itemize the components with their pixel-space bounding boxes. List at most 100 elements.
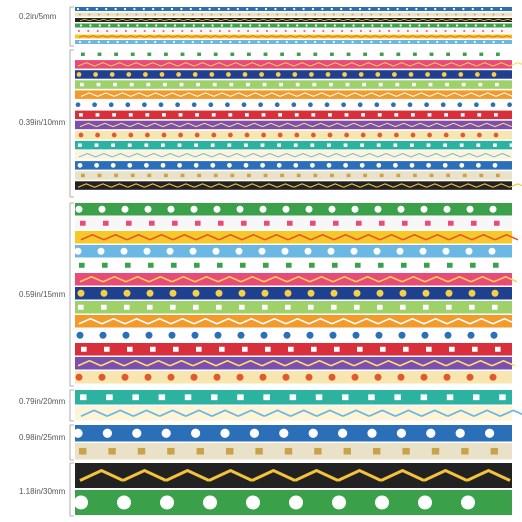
tape-mark [219, 30, 221, 32]
tape-dot [189, 247, 197, 255]
tape-mark [95, 113, 100, 117]
tape-mark [363, 173, 368, 178]
tape-mark [408, 13, 410, 16]
tape-dot [133, 7, 136, 11]
tape-zigzag [377, 317, 402, 325]
tape-zigzag [363, 92, 380, 97]
tape-mark [79, 447, 87, 455]
tape-dot [190, 205, 198, 213]
tape-dot [166, 247, 174, 255]
tape-strip [75, 130, 512, 140]
tape-mark [201, 13, 203, 16]
tape-zigzag [97, 92, 115, 97]
tape-mark [113, 82, 118, 87]
tape-zigzag [355, 275, 380, 283]
tape-mark [403, 346, 409, 352]
tape-zigzag [323, 35, 333, 38]
tape-strip [75, 120, 512, 130]
tape-zigzag [476, 62, 494, 67]
tape-dot [330, 289, 338, 297]
tape-zigzag [380, 468, 425, 482]
tape-strip [75, 29, 512, 33]
tape-mark [116, 13, 119, 16]
tape-dot [387, 7, 390, 11]
tape-mark [413, 52, 417, 56]
tape-zigzag [327, 152, 345, 158]
tape-zigzag [446, 317, 471, 325]
tape-dot [161, 428, 171, 438]
tape-dot [144, 40, 147, 44]
tape-dot [399, 289, 407, 297]
tape-mark [147, 173, 152, 178]
tape-dot [426, 40, 429, 44]
tape-dot [426, 162, 431, 168]
tape-zigzag [436, 35, 446, 38]
tape-mark [379, 173, 384, 178]
tape-mark [284, 30, 287, 32]
tape-dot [180, 7, 183, 11]
tape-mark [482, 30, 484, 32]
tape-dot [244, 132, 250, 138]
tape-dot [110, 162, 116, 168]
tape-dot [294, 132, 300, 138]
tape-dot [491, 72, 497, 77]
tape-strip [75, 406, 512, 421]
tape-zigzag [195, 152, 212, 158]
tape-dot [77, 289, 85, 297]
tape-dot [116, 40, 119, 44]
tape-dot [109, 72, 115, 77]
tape-mark [242, 346, 248, 352]
tape-zigzag [194, 62, 211, 67]
tape-zigzag [501, 35, 512, 38]
tape-mark [330, 52, 334, 56]
tape-zigzag [445, 122, 462, 128]
tape-dot [99, 331, 107, 339]
tape-strip [75, 50, 512, 59]
tape-mark [128, 113, 133, 117]
tape-zigzag [130, 92, 148, 97]
tape-dot [327, 132, 333, 138]
tape-dot [427, 132, 432, 138]
tape-mark [379, 52, 384, 56]
tape-mark [126, 13, 128, 16]
tape-dot [292, 72, 298, 77]
tape-mark [304, 13, 307, 16]
tape-zigzag [276, 35, 286, 38]
tape-dot [350, 247, 358, 255]
tape-dot [248, 40, 251, 44]
bracket [69, 49, 74, 198]
tape-mark [145, 113, 150, 117]
tape-strips [73, 7, 522, 515]
tape-mark [426, 13, 429, 16]
tape-mark [295, 13, 297, 16]
tape-zigzag [239, 317, 264, 325]
tape-zigzag [428, 122, 446, 128]
tape-dot [144, 205, 152, 213]
tape-zigzag [244, 152, 262, 158]
tape-zigzag [241, 233, 266, 241]
tape-mark [478, 82, 483, 87]
tape-dot [121, 205, 129, 213]
tape-mark [280, 52, 285, 56]
tape-zigzag [399, 18, 410, 22]
tape-dot [333, 24, 336, 27]
tape-zigzag [293, 62, 311, 67]
tape-dot [75, 205, 83, 213]
tape-dot [217, 7, 221, 11]
tape-dot [267, 24, 271, 27]
tape-zigzag [493, 18, 504, 22]
tape-dot [377, 7, 380, 11]
tape-dot [213, 205, 221, 213]
tape-dot [477, 132, 482, 138]
tape-mark [276, 13, 279, 16]
tape-mark [229, 82, 234, 87]
tape-dot [421, 331, 429, 339]
tape-mark [499, 394, 506, 401]
tape-dot [475, 72, 480, 77]
tape-dot [379, 40, 382, 44]
tape-dot [258, 24, 261, 27]
tape-dot [399, 24, 402, 27]
tape-zigzag [78, 317, 103, 325]
tape-zigzag [459, 62, 477, 67]
tape-dot [459, 162, 465, 168]
